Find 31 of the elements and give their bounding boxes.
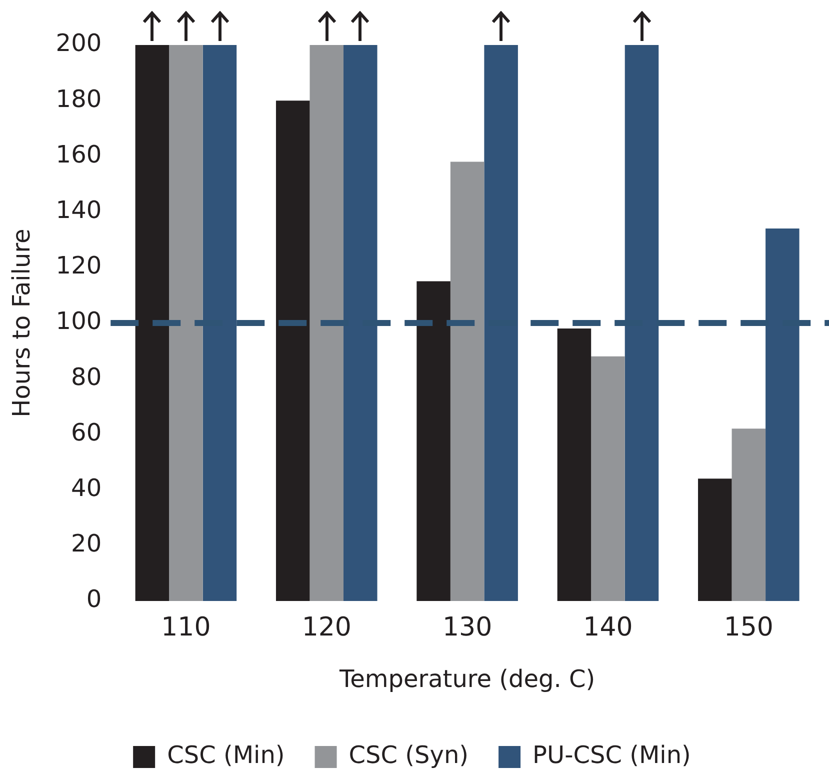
legend-label: PU-CSC (Min) xyxy=(532,741,691,770)
y-tick-label: 180 xyxy=(56,84,102,113)
y-tick-label: 200 xyxy=(56,29,102,58)
x-tick-label: 120 xyxy=(302,612,352,642)
y-tick-label: 120 xyxy=(56,252,102,280)
x-tick-label: 110 xyxy=(161,612,211,642)
bar xyxy=(310,45,344,601)
bar xyxy=(450,162,484,601)
bar xyxy=(416,281,450,601)
y-tick-label: 80 xyxy=(71,362,102,391)
y-tick-label: 100 xyxy=(56,307,102,336)
y-tick-label: 0 xyxy=(86,585,102,614)
bar xyxy=(557,328,592,601)
bar xyxy=(169,45,203,601)
x-tick-label: 130 xyxy=(442,612,492,642)
legend-label: CSC (Syn) xyxy=(348,741,469,770)
bar xyxy=(698,478,732,601)
y-tick-label: 160 xyxy=(56,140,102,168)
y-axis-title: Hours to Failure xyxy=(8,228,36,418)
y-tick-label: 140 xyxy=(56,196,102,224)
bar xyxy=(591,356,625,601)
y-tick-label: 60 xyxy=(71,418,102,446)
bar xyxy=(135,45,170,601)
bar xyxy=(276,100,310,601)
legend-label: CSC (Min) xyxy=(167,741,285,770)
x-axis-title: Temperature (deg. C) xyxy=(338,664,596,693)
bar xyxy=(732,428,766,601)
y-tick-label: 20 xyxy=(71,530,102,558)
x-tick-label: 150 xyxy=(724,612,774,642)
x-tick-label: 140 xyxy=(583,612,633,642)
y-tick-label: 40 xyxy=(71,474,102,502)
